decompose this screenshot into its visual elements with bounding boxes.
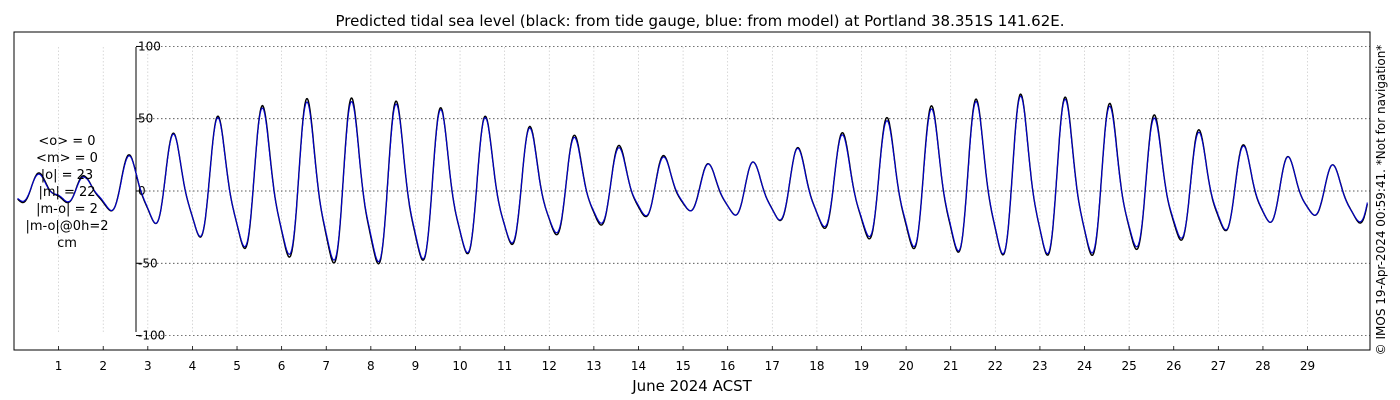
- series-layer: [17, 93, 1368, 265]
- x-tick-label: 21: [943, 359, 958, 373]
- x-tick-label: 29: [1300, 359, 1315, 373]
- y-tick-label: 0: [138, 184, 146, 198]
- x-tick-label: 28: [1255, 359, 1270, 373]
- stat-abs-observed: |o| = 23: [40, 168, 94, 183]
- y-axis-ticks: -100 -50 0 50 100: [136, 39, 165, 343]
- x-tick-label: 20: [898, 359, 913, 373]
- x-tick-label: 14: [631, 359, 646, 373]
- x-tick-label: 8: [367, 359, 375, 373]
- x-tick-label: 3: [144, 359, 152, 373]
- stats-panel: <o> = 0 <m> = 0 |o| = 23 |m| = 22 |m-o| …: [20, 133, 114, 252]
- x-tick-label: 27: [1211, 359, 1226, 373]
- credit-text: © IMOS 19-Apr-2024 00:59:41. *Not for na…: [1374, 44, 1388, 356]
- x-tick-label: 17: [765, 359, 780, 373]
- plot-frame: [13, 31, 1371, 351]
- stat-mean-model: <m> = 0: [36, 151, 98, 166]
- series-model: [17, 95, 1368, 263]
- x-tick-label: 4: [189, 359, 197, 373]
- x-tick-label: 7: [322, 359, 330, 373]
- y-tick-label: -50: [138, 256, 158, 270]
- x-tick-label: 1: [55, 359, 63, 373]
- x-tick-label: 25: [1121, 359, 1136, 373]
- x-tick-label: 13: [586, 359, 601, 373]
- x-tick-label: 12: [542, 359, 557, 373]
- stat-mean-observed: <o> = 0: [38, 134, 96, 149]
- stat-abs-model: |m| = 22: [38, 185, 96, 200]
- y-tick-label: 100: [138, 39, 161, 53]
- x-tick-label: 9: [412, 359, 420, 373]
- stat-abs-diff: |m-o| = 2: [36, 202, 98, 217]
- y-tick-label: 50: [138, 112, 153, 126]
- x-tick-label: 18: [809, 359, 824, 373]
- x-axis-ticks: 1 2 3 4 5 6 7 8 9 10 11 12 13 14 15 16 17 18 19 20 21 22 23 24 2…: [55, 346, 1315, 373]
- x-tick-label: 10: [452, 359, 467, 373]
- x-tick-label: 5: [233, 359, 241, 373]
- stat-units: cm: [57, 236, 77, 251]
- x-tick-label: 2: [99, 359, 107, 373]
- x-tick-label: 11: [497, 359, 512, 373]
- x-tick-label: 16: [720, 359, 735, 373]
- x-tick-label: 22: [988, 359, 1003, 373]
- y-tick-label: -100: [138, 329, 165, 343]
- chart-title: Predicted tidal sea level (black: from t…: [335, 12, 1064, 30]
- x-tick-label: 6: [278, 359, 286, 373]
- x-tick-label: 23: [1032, 359, 1047, 373]
- stat-abs-diff-0h: |m-o|@0h=2: [25, 219, 109, 234]
- x-tick-label: 19: [854, 359, 869, 373]
- x-tick-label: 15: [675, 359, 690, 373]
- x-axis-label: June 2024 ACST: [631, 377, 752, 395]
- x-tick-label: 24: [1077, 359, 1092, 373]
- x-tick-label: 26: [1166, 359, 1181, 373]
